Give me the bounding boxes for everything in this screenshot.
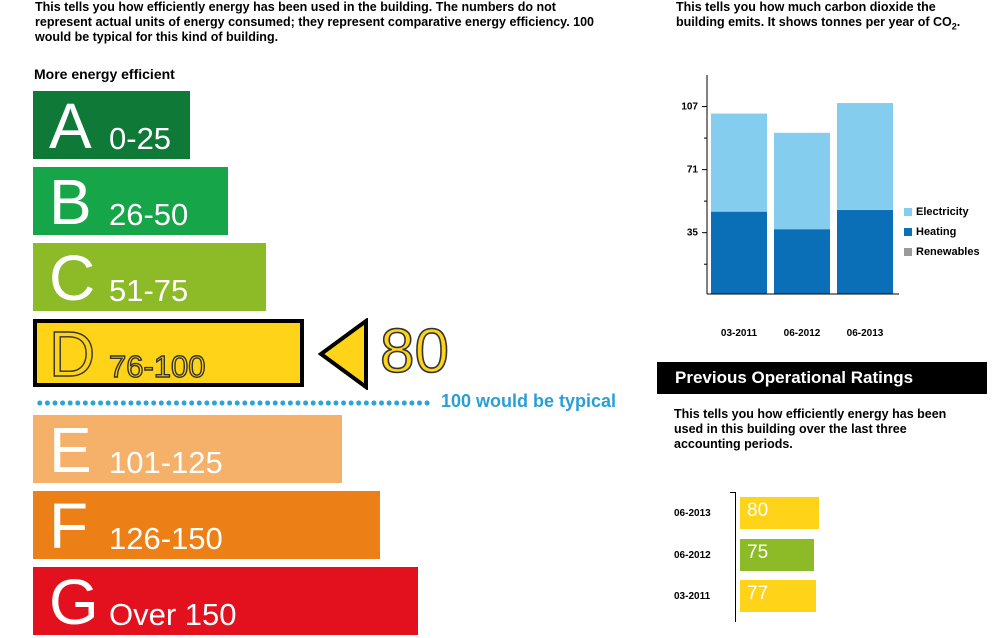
y-tick-label: 107 xyxy=(681,102,698,113)
band-range: 51-75 xyxy=(109,273,189,308)
rating-bar: 77 xyxy=(740,580,816,612)
bar-heating-06-2013 xyxy=(837,209,893,294)
legend-item-electricity: Electricity xyxy=(904,202,980,222)
y-tick-label: 71 xyxy=(687,165,699,176)
rating-pointer-arrow xyxy=(317,317,370,391)
band-letter: C xyxy=(49,242,96,314)
co2-emissions-chart: 35 71 107 03-2011 06-2012 06-2013 xyxy=(660,62,900,352)
co2-description: This tells you how much carbon dioxide t… xyxy=(676,0,961,32)
band-b: B 26-50 xyxy=(33,167,228,235)
band-d-current: D 76-100 xyxy=(33,319,304,387)
legend-swatch xyxy=(904,228,912,236)
typical-dotted-line xyxy=(36,400,432,406)
band-letter: B xyxy=(49,166,92,238)
bar-heating-06-2012 xyxy=(774,229,830,294)
band-letter: E xyxy=(49,414,92,486)
rating-description: This tells you how efficiently energy ha… xyxy=(35,0,594,44)
x-tick-label: 03-2011 xyxy=(721,328,758,339)
band-range: 101-125 xyxy=(109,445,223,480)
rating-bar: 80 xyxy=(740,497,819,529)
band-a: A 0-25 xyxy=(33,91,190,159)
rating-bar: 75 xyxy=(740,539,814,571)
rating-date: 06-2012 xyxy=(674,550,711,561)
bar-electricity-06-2013 xyxy=(837,103,893,210)
legend-swatch xyxy=(904,248,912,256)
rating-date: 03-2011 xyxy=(674,591,711,602)
band-letter: F xyxy=(49,490,89,562)
band-f: F 126-150 xyxy=(33,491,380,559)
band-range: 126-150 xyxy=(109,521,223,556)
legend-swatch xyxy=(904,208,912,216)
band-letter: D xyxy=(48,318,96,390)
typical-label: 100 would be typical xyxy=(441,391,617,411)
band-e: E 101-125 xyxy=(33,415,342,483)
current-rating-score: 80 xyxy=(379,317,450,386)
previous-ratings-axis xyxy=(735,492,736,622)
y-tick-label: 35 xyxy=(687,228,699,239)
band-range: 0-25 xyxy=(109,121,172,156)
bar-electricity-06-2012 xyxy=(774,132,830,230)
bar-electricity-03-2011 xyxy=(711,113,767,212)
band-g: G Over 150 xyxy=(33,567,418,635)
legend-item-renewables: Renewables xyxy=(904,242,980,262)
band-letter: G xyxy=(49,566,99,638)
band-letter: A xyxy=(49,90,92,162)
previous-ratings-chart: 06-2013 80 06-2012 75 03-2011 77 xyxy=(660,488,990,622)
bar-heating-03-2011 xyxy=(711,211,767,294)
x-tick-label: 06-2013 xyxy=(847,328,884,339)
rating-date: 06-2013 xyxy=(674,508,711,519)
previous-ratings-description: This tells you how efficiently energy ha… xyxy=(674,407,947,451)
scale-top-label: More energy efficient xyxy=(34,66,175,82)
axis-tick xyxy=(730,492,736,493)
band-range: 26-50 xyxy=(109,197,189,232)
previous-ratings-heading: Previous Operational Ratings xyxy=(657,362,987,394)
co2-legend: Electricity Heating Renewables xyxy=(904,202,980,262)
band-range: 76-100 xyxy=(108,349,206,384)
legend-item-heating: Heating xyxy=(904,222,980,242)
band-c: C 51-75 xyxy=(33,243,266,311)
band-range: Over 150 xyxy=(109,597,237,632)
x-tick-label: 06-2012 xyxy=(784,328,821,339)
